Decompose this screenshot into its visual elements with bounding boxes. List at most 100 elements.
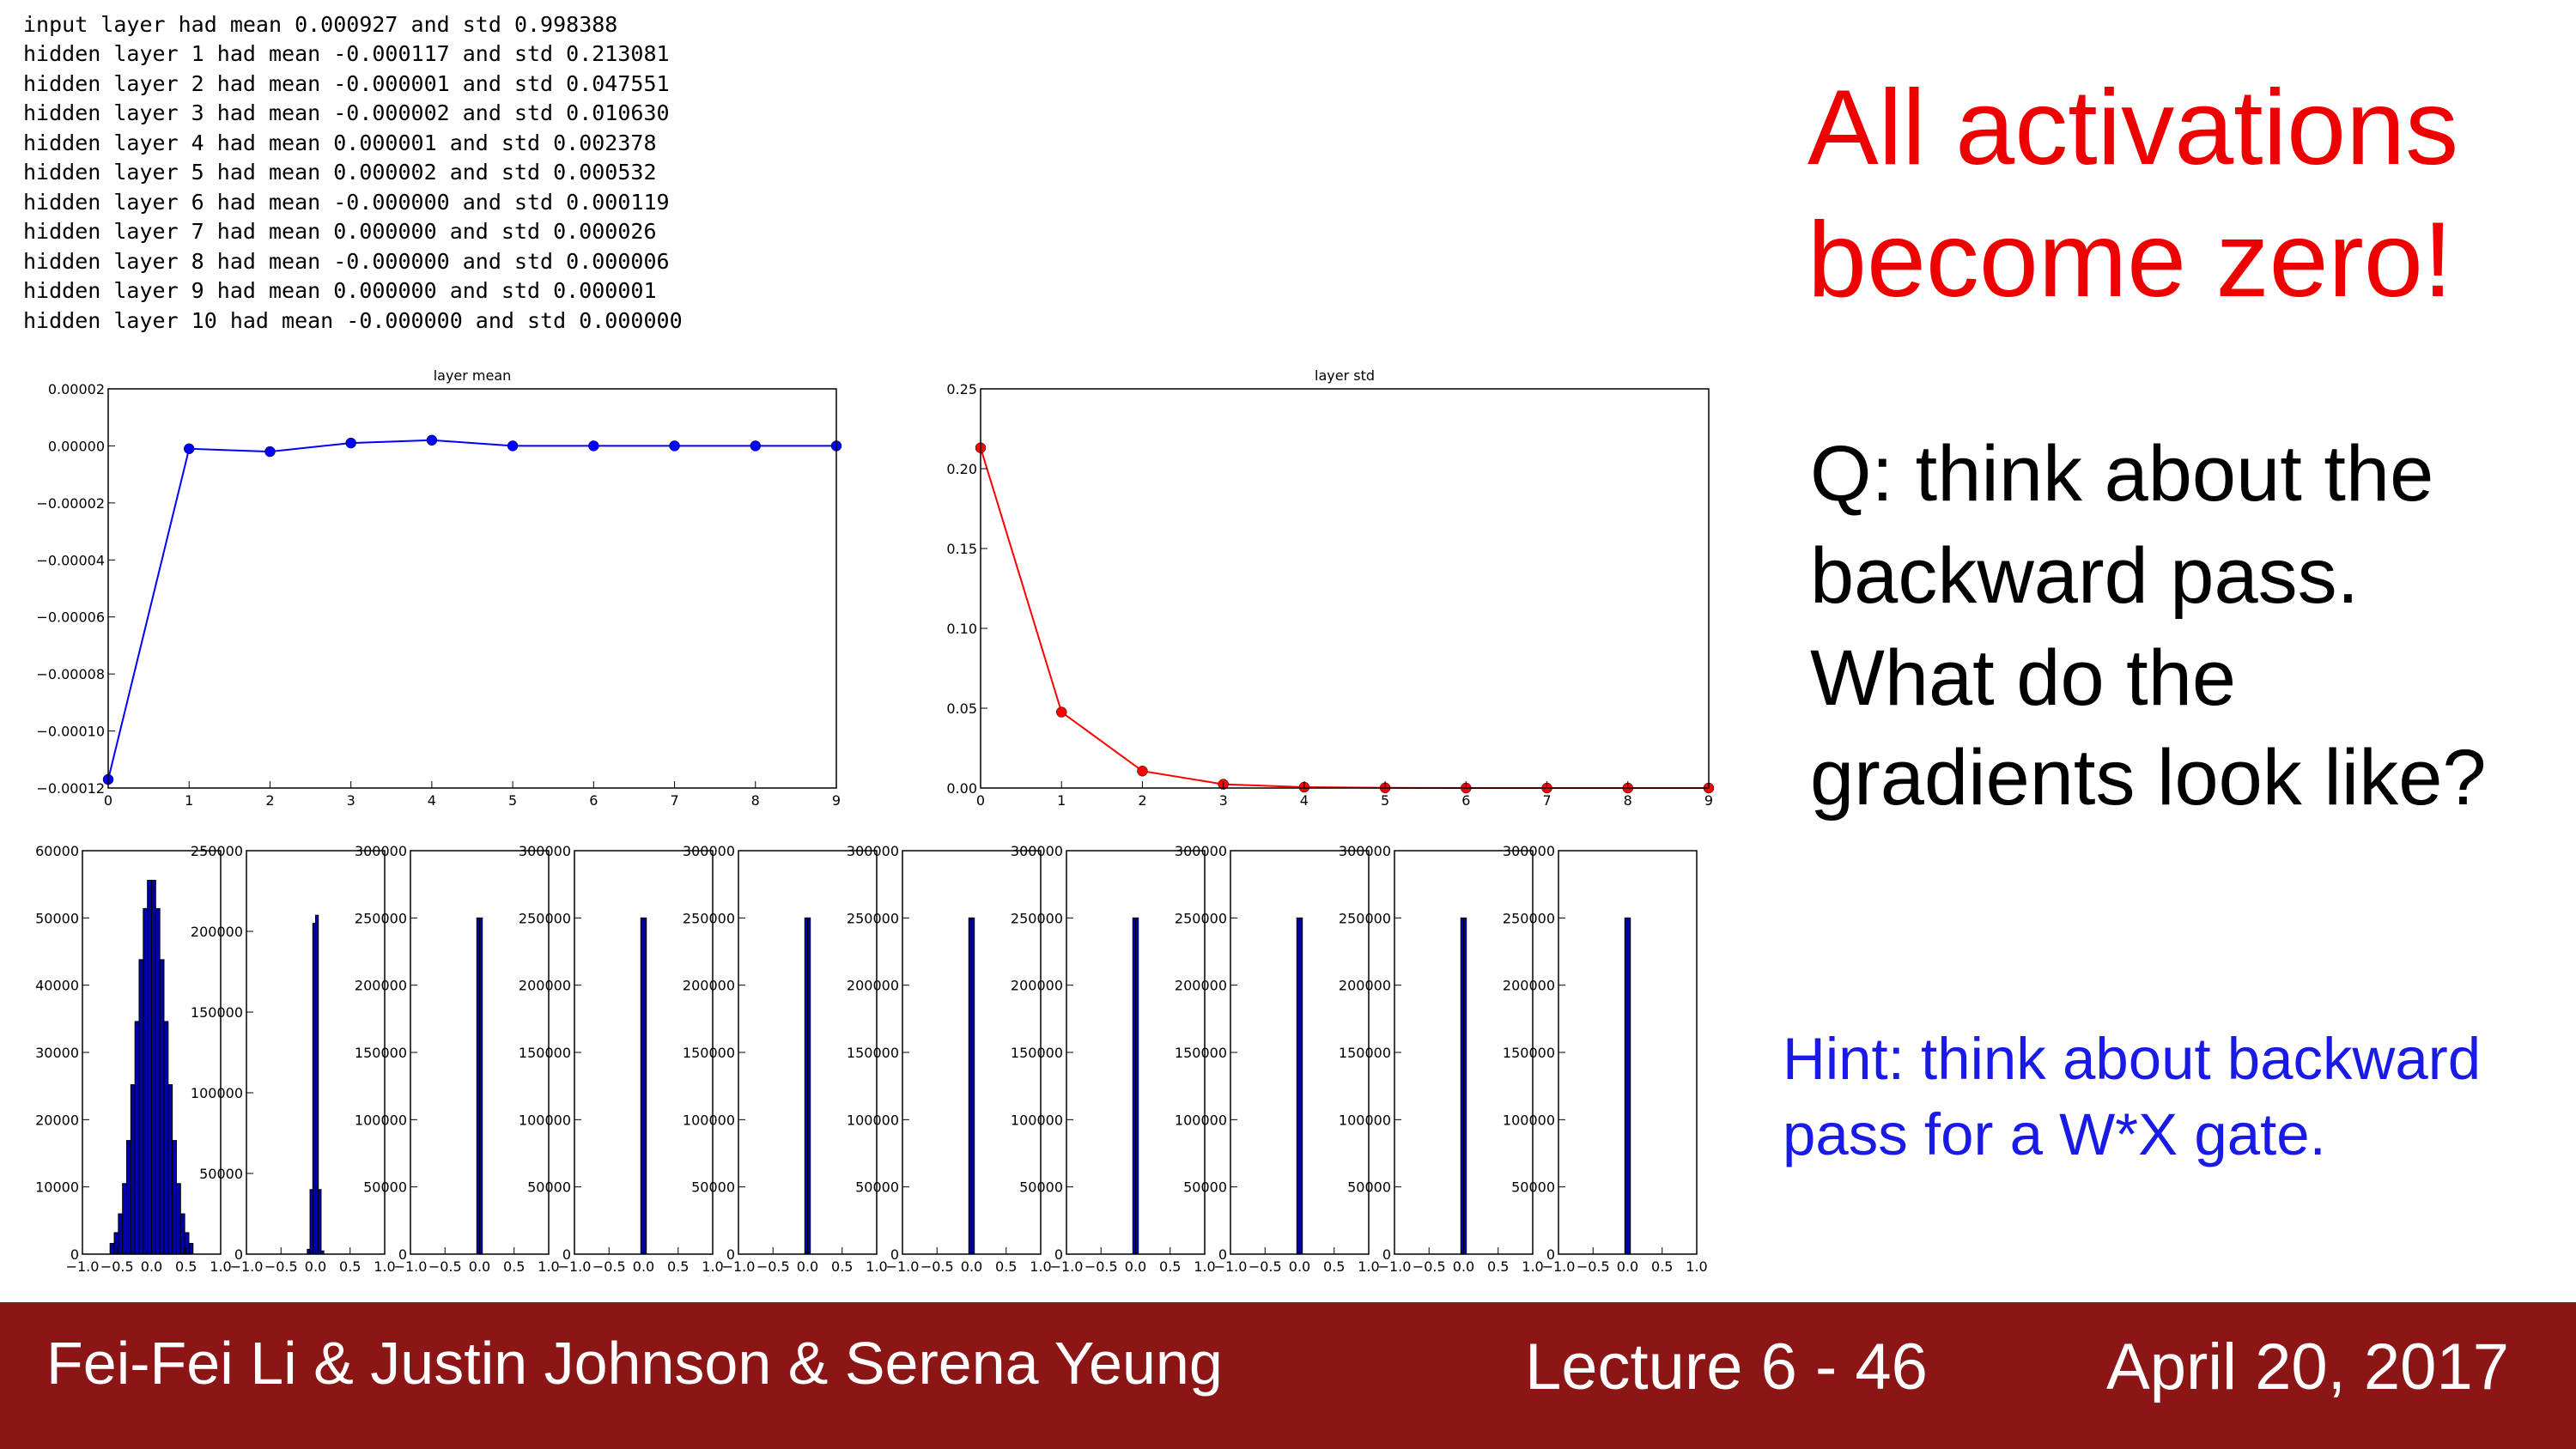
console-line: hidden layer 6 had mean -0.000000 and st…	[23, 190, 670, 215]
y-tick-label: 100000	[1011, 1112, 1063, 1128]
histogram-bar	[134, 1021, 140, 1255]
y-tick-label: 50000	[1019, 1179, 1063, 1196]
y-tick-label: 300000	[1175, 843, 1227, 859]
x-tick-label: 1.0	[374, 1258, 395, 1275]
y-tick-label: 300000	[847, 843, 899, 859]
x-tick-label: −1.0	[394, 1258, 428, 1275]
histogram-bar	[109, 1242, 115, 1255]
console-line: hidden layer 9 had mean 0.000000 and std…	[23, 278, 657, 303]
histogram-bar	[113, 1232, 119, 1255]
y-tick-label: 150000	[1175, 1045, 1227, 1061]
y-tick-label: 0.10	[946, 621, 977, 637]
histogram-bar	[1135, 917, 1139, 1255]
histogram-bar	[159, 959, 165, 1255]
x-tick-label: 0.0	[961, 1258, 982, 1275]
histogram-bar	[147, 879, 152, 1255]
footer-bar	[0, 1302, 2576, 1449]
y-tick-label: 0	[890, 1246, 899, 1263]
x-tick-label: −1.0	[1542, 1258, 1576, 1275]
y-tick-label: 150000	[355, 1045, 407, 1061]
y-tick-label: 0.25	[946, 381, 977, 397]
y-tick-label: 50000	[35, 910, 79, 926]
y-tick-label: 150000	[519, 1045, 571, 1061]
x-tick-label: 8	[1624, 792, 1632, 809]
y-tick-label: 300000	[1339, 843, 1391, 859]
y-tick-label: 0	[726, 1246, 735, 1263]
x-tick-label: 0.5	[339, 1258, 361, 1275]
console-line: hidden layer 1 had mean -0.000117 and st…	[23, 41, 670, 66]
x-tick-label: 9	[1704, 792, 1713, 809]
x-tick-label: −1.0	[1378, 1258, 1412, 1275]
y-tick-label: 250000	[847, 910, 899, 926]
data-point	[1055, 706, 1067, 718]
y-tick-label: −0.00010	[36, 724, 105, 740]
y-tick-label: 0.00000	[48, 438, 105, 454]
y-tick-label: −0.00006	[36, 609, 105, 626]
y-tick-label: 0	[1382, 1246, 1391, 1263]
plot-frame	[980, 388, 1710, 789]
y-tick-label: 0	[70, 1246, 79, 1263]
data-line	[107, 439, 836, 780]
y-tick-label: 100000	[519, 1112, 571, 1128]
x-tick-label: 1.0	[866, 1258, 887, 1275]
x-tick-label: 1.0	[1686, 1258, 1707, 1275]
x-tick-label: −0.5	[1413, 1258, 1446, 1275]
x-tick-label: 7	[1542, 792, 1551, 809]
y-tick-label: 100000	[1503, 1112, 1555, 1128]
data-point	[1137, 765, 1148, 777]
hint: Hint: think about backward	[1783, 1026, 2481, 1092]
x-tick-label: 9	[832, 792, 841, 809]
x-tick-label: 0	[976, 792, 985, 809]
data-point	[264, 446, 276, 458]
x-tick-label: 0.0	[797, 1258, 818, 1275]
console-line: hidden layer 5 had mean 0.000002 and std…	[23, 160, 657, 185]
y-tick-label: 0.00002	[48, 381, 105, 397]
x-tick-label: 5	[1381, 792, 1389, 809]
y-tick-label: 0	[234, 1246, 243, 1263]
histogram-bar	[122, 1183, 128, 1255]
data-point	[183, 443, 195, 454]
histogram-bar	[479, 917, 483, 1255]
y-tick-label: 250000	[1011, 910, 1063, 926]
x-tick-label: 0.0	[633, 1258, 654, 1275]
x-tick-label: 4	[428, 792, 436, 809]
x-tick-label: −1.0	[886, 1258, 920, 1275]
y-tick-label: 50000	[527, 1179, 571, 1196]
y-tick-label: 0.05	[946, 700, 977, 717]
footer-date: April 20, 2017	[2106, 1331, 2509, 1404]
histogram-bar	[126, 1140, 131, 1255]
y-tick-label: 200000	[1339, 978, 1391, 994]
y-tick-label: 50000	[855, 1179, 899, 1196]
x-tick-label: −1.0	[230, 1258, 264, 1275]
y-tick-label: −0.00004	[36, 552, 105, 568]
y-tick-label: 0.00	[946, 780, 977, 797]
y-tick-label: 250000	[683, 910, 735, 926]
histogram-bar	[184, 1232, 190, 1255]
x-tick-label: 1.0	[1522, 1258, 1543, 1275]
x-tick-label: −0.5	[920, 1258, 954, 1275]
y-tick-label: 200000	[683, 978, 735, 994]
x-tick-label: 0.5	[503, 1258, 525, 1275]
x-tick-label: −1.0	[558, 1258, 592, 1275]
footer: Fei-Fei Li & Justin Johnson & Serena Yeu…	[0, 1302, 2576, 1449]
footer-authors: Fei-Fei Li & Justin Johnson & Serena Yeu…	[46, 1330, 1223, 1397]
chart-title: layer std	[1315, 367, 1375, 384]
x-tick-label: 1.0	[538, 1258, 559, 1275]
y-tick-label: 200000	[1011, 978, 1063, 994]
x-tick-label: 0.5	[1651, 1258, 1673, 1275]
y-tick-label: 300000	[355, 843, 407, 859]
question: Q: think about the	[1810, 430, 2433, 518]
y-tick-label: 150000	[683, 1045, 735, 1061]
y-tick-label: 100000	[847, 1112, 899, 1128]
x-tick-label: −0.5	[1084, 1258, 1118, 1275]
x-tick-label: 0.5	[995, 1258, 1017, 1275]
histogram-bar	[807, 917, 811, 1255]
console-line: hidden layer 3 had mean -0.000002 and st…	[23, 100, 670, 125]
footer-lecture: Lecture 6 - 46	[1525, 1331, 1928, 1404]
y-tick-label: 0	[398, 1246, 407, 1263]
x-tick-label: 1.0	[210, 1258, 231, 1275]
y-tick-label: 200000	[191, 924, 243, 940]
headline: become zero!	[1807, 201, 2452, 319]
data-point	[426, 434, 438, 446]
x-tick-label: 0.0	[1617, 1258, 1638, 1275]
